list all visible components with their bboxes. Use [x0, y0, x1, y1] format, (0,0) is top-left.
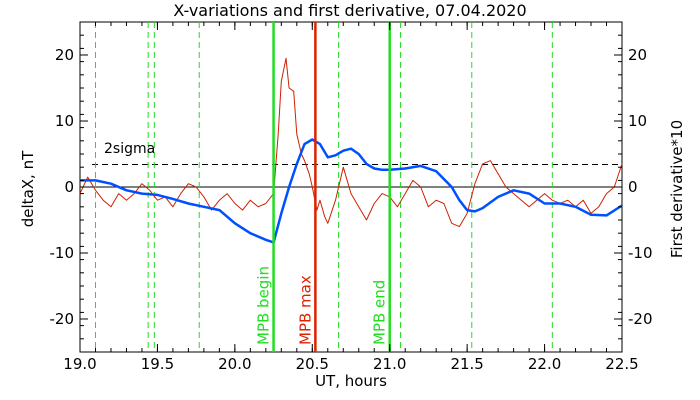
event-lines: MPB begin MPB max MPB end: [255, 22, 391, 352]
x-tick-label: 21.5: [450, 355, 483, 373]
derivative-series-line: [79, 57, 623, 228]
chart-title: X-variations and first derivative, 07.04…: [173, 1, 526, 20]
y-tick-label-right: 0: [628, 178, 638, 196]
x-tick-label: 20.0: [218, 355, 251, 373]
y-tick-label-right: -20: [628, 310, 653, 328]
x-axis-label: UT, hours: [315, 372, 387, 390]
y-tick-label-right: 20: [628, 46, 647, 64]
y-axis-label-right: First derivative*10: [668, 120, 686, 258]
axis-ticks: 19.0 19.5 20.0 20.5 21.0 21.5 22.0 22.5 -20 -20 -1…: [50, 21, 653, 373]
x-tick-label: 19.5: [141, 355, 174, 373]
series-group: [79, 57, 623, 244]
y-tick-label-left: 20: [55, 46, 74, 64]
sigma-label: 2sigma: [104, 141, 155, 157]
x-tick-label: 21.0: [373, 355, 406, 373]
x-tick-label: 20.5: [296, 355, 329, 373]
y-tick-label-left: -10: [50, 244, 75, 262]
x-tick-label: 22.0: [528, 355, 561, 373]
x-tick-label: 19.0: [63, 355, 96, 373]
reference-lines: [80, 22, 622, 352]
x-tick-label: 22.5: [605, 355, 638, 373]
y-tick-label-right: 10: [628, 112, 647, 130]
event-label-mpb-end: MPB end: [371, 280, 389, 345]
y-tick-label-left: 0: [64, 178, 74, 196]
y-tick-label-left: 10: [55, 112, 74, 130]
y-tick-label-left: -20: [50, 310, 75, 328]
y-axis-label-left: deltaX, nT: [19, 150, 37, 227]
event-label-mpb-max: MPB max: [296, 275, 314, 345]
event-label-mpb-begin: MPB begin: [255, 266, 273, 345]
y-tick-label-right: -10: [628, 244, 653, 262]
deltax-series-line: [80, 138, 623, 244]
